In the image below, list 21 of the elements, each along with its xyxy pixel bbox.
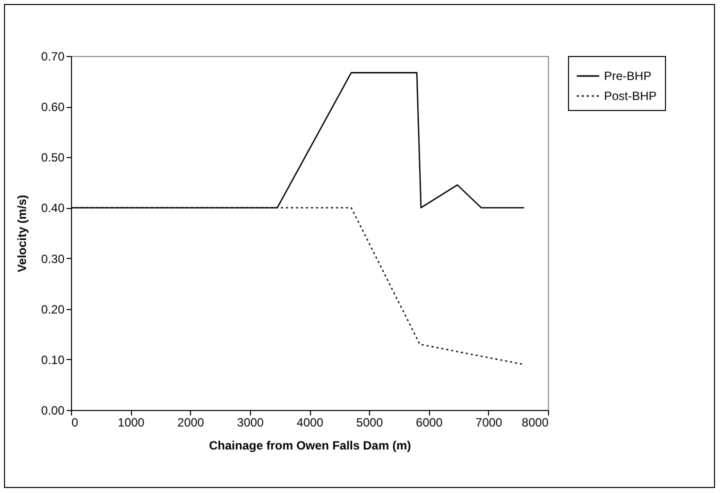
x-axis-title: Chainage from Owen Falls Dam (m) (208, 438, 412, 452)
x-tick-label: 8000 (522, 416, 549, 430)
y-tick-label: 0.70 (41, 50, 65, 64)
legend-label: Pre-BHP (604, 69, 652, 83)
y-tick-label: 0.60 (41, 100, 65, 114)
x-tick-label: 1000 (118, 416, 145, 430)
x-tick-label: 5000 (356, 416, 384, 430)
y-tick-label: 0.00 (41, 404, 65, 418)
y-axis-title: Velocity (m/s) (15, 194, 30, 272)
y-tick-label: 0.20 (41, 302, 65, 316)
y-tick-label: 0.30 (41, 252, 65, 266)
x-tick-label: 0 (72, 416, 78, 430)
x-tick-label: 3000 (237, 416, 264, 430)
x-tick-label: 7000 (476, 416, 503, 430)
legend-label: Post-BHP (604, 89, 657, 103)
x-tick-label: 2000 (177, 416, 204, 430)
x-tick-label: 6000 (416, 416, 443, 430)
y-tick-label: 0.50 (41, 150, 65, 165)
x-tick-label: 4000 (296, 416, 324, 430)
y-tick-label: 0.40 (41, 201, 65, 216)
y-tick-label: 0.10 (41, 352, 65, 367)
